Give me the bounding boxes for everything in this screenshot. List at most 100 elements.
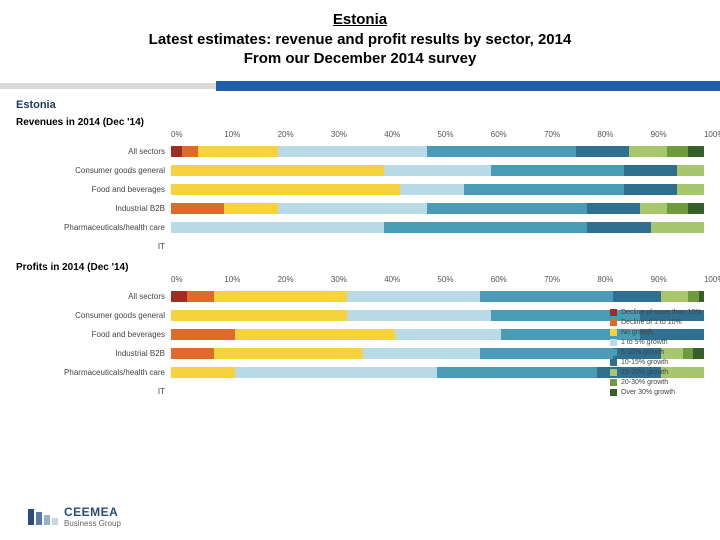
bar-segment [427,146,576,157]
legend-item: 15-20% growth [610,369,710,376]
bar-label: IT [16,242,171,251]
bar-segment [437,367,597,378]
legend-label: Over 30% growth [621,389,675,396]
bar-segment [677,184,704,195]
bar-segment [214,291,347,302]
bar-segment [347,310,491,321]
bar-segment [171,203,224,214]
bar-segment [347,291,480,302]
bar-track [171,222,704,233]
bar-segment [688,291,699,302]
bar-row: Industrial B2B [16,199,704,218]
bar-segment [171,222,384,233]
legend-swatch-icon [610,379,617,386]
bar-segment [171,165,384,176]
bar-segment [278,203,427,214]
axis-row: 0%10%20%30%40%50%60%70%80%90%100% [16,275,704,284]
bar-segment [224,203,277,214]
bar-label: Pharmaceuticals/health care [16,368,171,377]
bar-segment [384,165,491,176]
legend-item: Decline of more than 10% [610,309,710,316]
bar-segment [278,146,427,157]
logo-sub: Business Group [64,519,121,528]
bar-segment [187,291,214,302]
legend-swatch-icon [610,369,617,376]
legend-label: No growth [621,329,653,336]
legend-label: 15-20% growth [621,369,668,376]
bar-segment [171,310,347,321]
bar-segment [171,329,235,340]
bar-segment [640,203,667,214]
bar-row: IT [16,382,704,401]
bar-segment [198,146,278,157]
bar-segment [464,184,624,195]
bar-label: Industrial B2B [16,349,171,358]
bar-row: Consumer goods general [16,161,704,180]
bar-label: Food and beverages [16,330,171,339]
bar-segment [587,203,640,214]
bar-row: Consumer goods general [16,306,704,325]
bar-segment [171,146,182,157]
bar-row: All sectors [16,287,704,306]
bar-segment [182,146,198,157]
bar-segment [667,146,688,157]
legend-swatch-icon [610,359,617,366]
legend-item: 1 to 5% growth [610,339,710,346]
bar-segment [587,222,651,233]
bar-segment [624,184,677,195]
bar-segment [688,146,704,157]
legend: Decline of more than 10% Decline of 1 to … [610,309,710,399]
bar-segment [576,146,629,157]
bar-segment [688,203,704,214]
bar-row: Food and beverages [16,180,704,199]
legend-label: Decline of 1 to 10% [621,319,682,326]
title-block: Estonia Latest estimates: revenue and pr… [0,0,720,75]
bar-track [171,291,704,302]
bar-row: Industrial B2B [16,344,704,363]
legend-item: Over 30% growth [610,389,710,396]
bar-track [171,165,704,176]
legend-label: 5-10% growth [621,349,664,356]
legend-swatch-icon [610,389,617,396]
chart-area: Estonia Revenues in 2014 (Dec '14)0%10%2… [0,89,720,405]
title-line-1: Estonia [0,10,720,30]
bar-label: IT [16,387,171,396]
bar-segment [480,291,613,302]
bar-segment [427,203,587,214]
bar-segment [699,291,704,302]
bar-label: Industrial B2B [16,204,171,213]
legend-label: 10-15% growth [621,359,668,366]
legend-swatch-icon [610,349,617,356]
bar-row: IT [16,237,704,256]
bar-row: Pharmaceuticals/health care [16,363,704,382]
bar-label: Consumer goods general [16,166,171,175]
bar-segment [400,184,464,195]
bar-label: All sectors [16,292,171,301]
legend-item: Decline of 1 to 10% [610,319,710,326]
logo: CEEMEA Business Group [28,505,121,528]
bar-segment [235,329,395,340]
bar-segment [171,348,214,359]
bar-segment [395,329,502,340]
bar-label: All sectors [16,147,171,156]
logo-brand: CEEMEA [64,505,121,519]
bar-segment [613,291,661,302]
bar-track [171,184,704,195]
legend-label: 1 to 5% growth [621,339,668,346]
country-label: Estonia [16,99,704,111]
bar-segment [384,222,587,233]
bar-segment [171,367,235,378]
bar-segment [480,348,613,359]
bar-segment [171,291,187,302]
bar-row: All sectors [16,142,704,161]
title-line-2: Latest estimates: revenue and profit res… [0,30,720,50]
legend-label: Decline of more than 10% [621,309,702,316]
bar-label: Pharmaceuticals/health care [16,223,171,232]
bar-segment [667,203,688,214]
bar-segment [677,165,704,176]
title-line-3: From our December 2014 survey [0,49,720,69]
bar-segment [363,348,480,359]
legend-swatch-icon [610,339,617,346]
bar-row: Pharmaceuticals/health care [16,218,704,237]
bar-label: Consumer goods general [16,311,171,320]
